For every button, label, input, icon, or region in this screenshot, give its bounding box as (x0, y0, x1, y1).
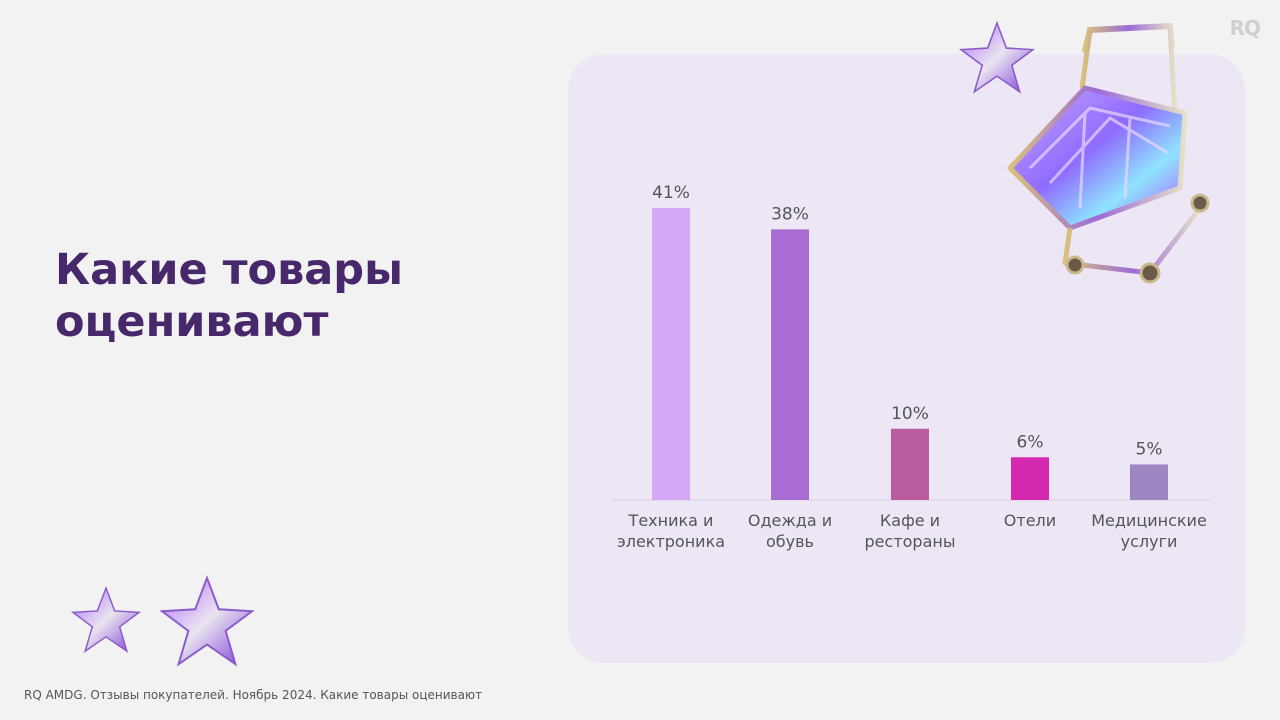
category-label: Медицинские (1091, 511, 1207, 530)
category-label: Отели (1004, 511, 1056, 530)
bar-value-label: 5% (1136, 439, 1163, 459)
bar (1011, 457, 1049, 500)
category-label: Одежда и (748, 511, 832, 530)
category-label: электроника (617, 532, 725, 551)
footer-source: RQ AMDG. Отзывы покупателей. Ноябрь 2024… (24, 688, 483, 702)
category-label: рестораны (865, 532, 956, 551)
slide-title: Какие товары оценивают (55, 244, 475, 348)
bar-value-label: 10% (891, 404, 929, 424)
bar (771, 229, 809, 501)
star-icon-large (159, 575, 255, 667)
title-line-1: Какие товары (55, 245, 403, 295)
bar (1130, 464, 1168, 500)
shopping-cart-icon (1007, 22, 1210, 284)
star-icon-top (958, 20, 1036, 94)
brand-logo: RQ (1229, 16, 1261, 40)
category-label: обувь (766, 532, 814, 551)
bar-value-label: 41% (652, 183, 690, 203)
bar (652, 208, 690, 500)
title-line-2: оценивают (55, 297, 329, 347)
category-label: Техника и (628, 511, 714, 530)
star-icon-small (70, 585, 142, 653)
category-label: услуги (1121, 532, 1178, 551)
bar-value-label: 6% (1017, 432, 1044, 452)
bar (891, 428, 929, 500)
category-label: Кафе и (880, 511, 940, 530)
bar-value-label: 38% (771, 204, 809, 224)
